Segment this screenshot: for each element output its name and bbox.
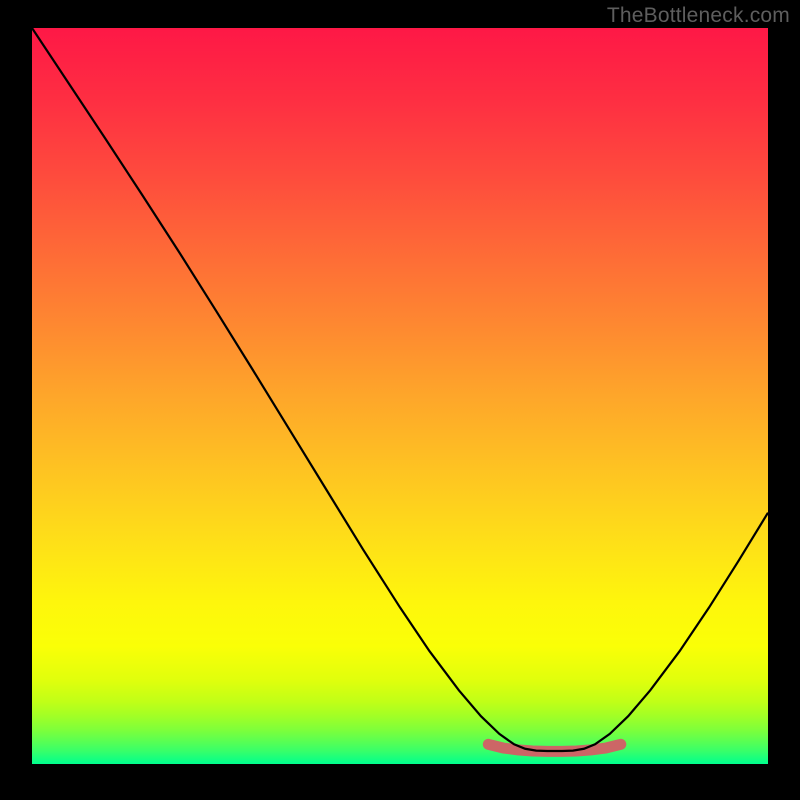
- curve-layer: [32, 28, 768, 768]
- watermark-text: TheBottleneck.com: [607, 4, 790, 28]
- plot-area: [32, 28, 768, 768]
- bottleneck-curve: [32, 28, 768, 751]
- chart-frame: TheBottleneck.com: [0, 0, 800, 800]
